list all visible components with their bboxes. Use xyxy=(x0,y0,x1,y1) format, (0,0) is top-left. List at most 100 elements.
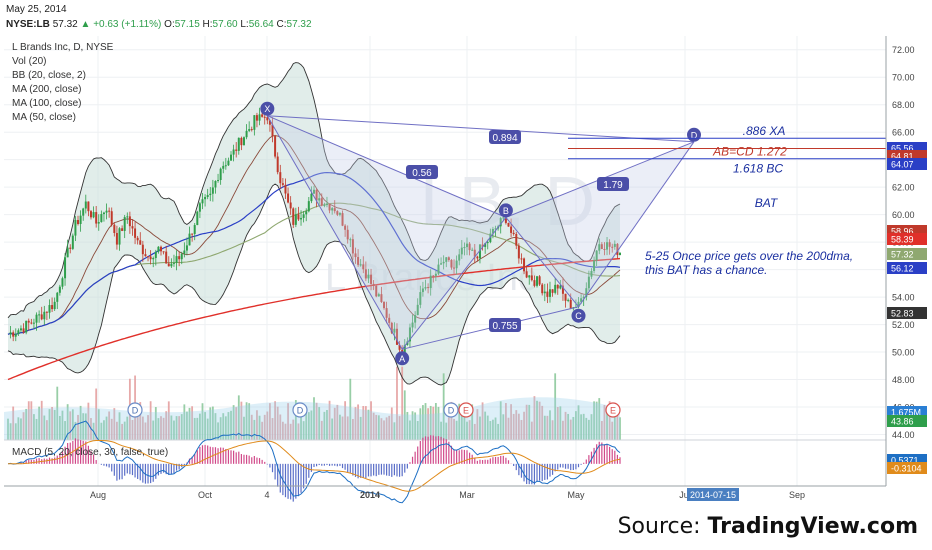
volume-bar xyxy=(196,417,199,440)
volume-bar xyxy=(349,378,352,440)
volume-bar xyxy=(580,414,583,440)
candle-body xyxy=(128,216,131,227)
candle-body xyxy=(289,202,292,209)
candle-body xyxy=(315,189,318,201)
candle-body xyxy=(268,120,271,125)
volume-bar xyxy=(201,403,204,440)
volume-bar xyxy=(289,423,292,440)
volume-bar xyxy=(307,412,310,440)
indicator-bb[interactable]: BB (20, close, 2) xyxy=(12,70,86,81)
candle-body xyxy=(556,284,559,289)
candle-body xyxy=(214,180,217,188)
candle-body xyxy=(471,249,474,251)
source-prefix: Source: xyxy=(617,514,708,539)
pattern-leg xyxy=(267,115,695,143)
volume-bar xyxy=(237,395,240,440)
candle-body xyxy=(248,129,251,131)
volume-bar xyxy=(45,420,48,440)
price-tag-label: 1.675M xyxy=(891,408,921,418)
candle-body xyxy=(349,239,352,241)
volume-bar xyxy=(173,420,175,440)
candle-body xyxy=(437,264,440,274)
candle-body xyxy=(139,240,142,245)
candle-body xyxy=(198,203,201,212)
candle-body xyxy=(499,218,502,227)
candle-body xyxy=(447,257,450,261)
candle-body xyxy=(548,289,551,297)
volume-bar xyxy=(281,421,284,440)
volume-bar xyxy=(442,373,445,440)
pattern-point-label: A xyxy=(399,354,405,364)
candle-body xyxy=(134,228,137,238)
price-tag-label: 58.39 xyxy=(891,235,914,245)
volume-bar xyxy=(224,416,227,440)
candle-body xyxy=(512,232,515,234)
candle-body xyxy=(147,256,150,258)
volume-bar xyxy=(61,410,64,440)
volume-bar xyxy=(582,413,585,440)
volume-bar xyxy=(82,413,85,440)
indicator-ma50[interactable]: MA (50, close) xyxy=(12,112,76,123)
candle-body xyxy=(77,219,80,224)
candle-body xyxy=(271,124,274,137)
candle-body xyxy=(100,214,103,223)
candle-body xyxy=(305,211,308,215)
volume-bar xyxy=(227,412,230,440)
candle-body xyxy=(287,193,290,203)
volume-bar xyxy=(385,417,388,440)
volume-bar xyxy=(406,411,409,440)
macd-line xyxy=(7,420,621,504)
volume-bar xyxy=(25,408,28,440)
candle-body xyxy=(191,233,194,235)
volume-bar xyxy=(608,401,611,440)
candle-body xyxy=(463,247,466,249)
volume-bar xyxy=(476,409,479,440)
pattern-triangle-bcd xyxy=(505,141,694,307)
indicator-vol[interactable]: Vol (20) xyxy=(12,56,47,67)
volume-bar xyxy=(383,420,385,440)
candle-body xyxy=(416,304,419,316)
candle-body xyxy=(25,320,28,333)
price-tag-label: 65.56 xyxy=(891,144,914,154)
indicator-macd[interactable]: MACD (5, 20, close, 30, false, true) xyxy=(12,447,169,458)
candle-body xyxy=(32,322,35,324)
price-tag-box xyxy=(887,307,927,319)
candle-body xyxy=(504,217,507,223)
indicator-ma200[interactable]: MA (200, close) xyxy=(12,84,82,95)
candle-body xyxy=(502,217,505,219)
candle-body xyxy=(341,213,344,226)
candle-body xyxy=(71,235,74,249)
candle-body xyxy=(157,246,160,252)
candle-body xyxy=(12,332,15,337)
volume-bar xyxy=(502,414,505,440)
volume-bar xyxy=(606,412,608,440)
candle-body xyxy=(170,263,173,267)
volume-bar xyxy=(103,420,105,440)
candle-body xyxy=(429,275,432,289)
price-tick-label: 70.00 xyxy=(892,73,915,83)
up-arrow-icon: ▲ xyxy=(80,19,91,30)
volume-bar xyxy=(284,423,287,440)
candle-body xyxy=(185,245,188,251)
volume-bar xyxy=(525,404,528,440)
volume-bar xyxy=(551,420,554,440)
volume-bar xyxy=(362,405,365,440)
volume-bar xyxy=(364,406,367,440)
indicator-title[interactable]: L Brands Inc, D, NYSE xyxy=(12,42,114,53)
volume-bar xyxy=(437,406,440,440)
event-marker-label: D xyxy=(132,406,139,416)
pattern-leg xyxy=(401,217,507,350)
candle-body xyxy=(193,225,196,234)
volume-bar xyxy=(595,401,598,440)
volume-bar xyxy=(541,405,544,440)
volume-bar xyxy=(401,366,404,440)
candle-body xyxy=(14,333,17,337)
volume-bar xyxy=(336,404,339,440)
candle-body xyxy=(320,198,323,206)
candle-body xyxy=(414,315,417,323)
candle-body xyxy=(300,217,303,220)
indicator-ma100[interactable]: MA (100, close) xyxy=(12,98,82,109)
candle-body xyxy=(131,226,134,229)
